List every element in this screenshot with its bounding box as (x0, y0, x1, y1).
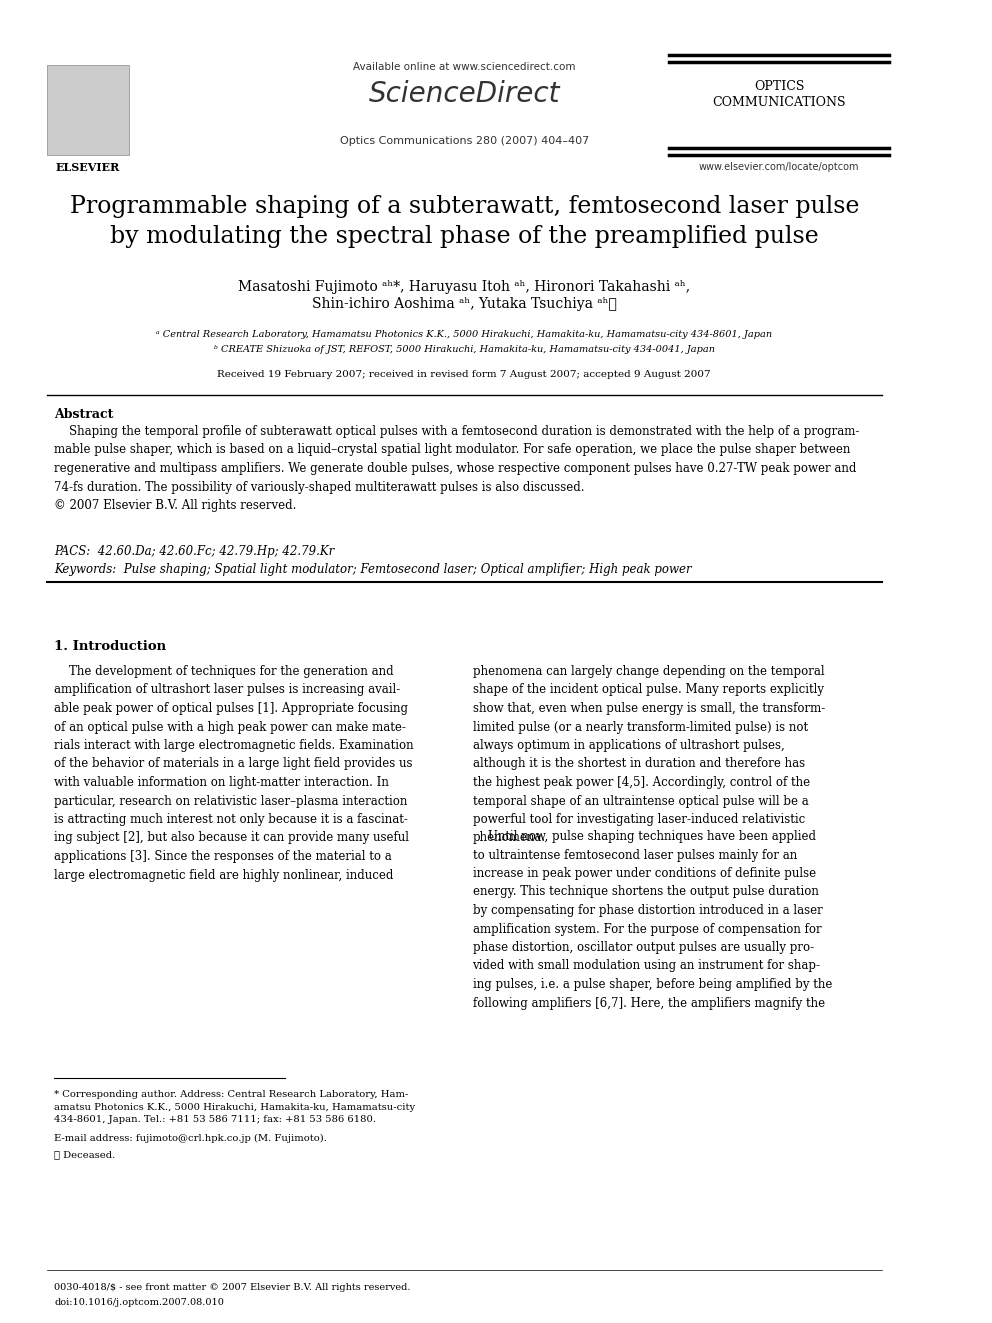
Text: Available online at www.sciencedirect.com: Available online at www.sciencedirect.co… (353, 62, 575, 71)
Text: PACS:  42.60.Da; 42.60.Fc; 42.79.Hp; 42.79.Kr: PACS: 42.60.Da; 42.60.Fc; 42.79.Hp; 42.7… (55, 545, 334, 558)
Text: * Corresponding author. Address: Central Research Laboratory, Ham-
amatsu Photon: * Corresponding author. Address: Central… (55, 1090, 416, 1125)
Text: ᵃ Central Research Laboratory, Hamamatsu Photonics K.K., 5000 Hirakuchi, Hamakit: ᵃ Central Research Laboratory, Hamamatsu… (156, 329, 773, 339)
Text: Masatoshi Fujimoto ᵃʰ*, Haruyasu Itoh ᵃʰ, Hironori Takahashi ᵃʰ,: Masatoshi Fujimoto ᵃʰ*, Haruyasu Itoh ᵃʰ… (238, 280, 690, 294)
Text: Keywords:  Pulse shaping; Spatial light modulator; Femtosecond laser; Optical am: Keywords: Pulse shaping; Spatial light m… (55, 564, 691, 576)
Text: Shaping the temporal profile of subterawatt optical pulses with a femtosecond du: Shaping the temporal profile of subteraw… (55, 425, 860, 512)
Text: Shin-ichiro Aoshima ᵃʰ, Yutaka Tsuchiya ᵃʰ✱: Shin-ichiro Aoshima ᵃʰ, Yutaka Tsuchiya … (311, 296, 617, 311)
Text: COMMUNICATIONS: COMMUNICATIONS (712, 97, 846, 108)
Text: doi:10.1016/j.optcom.2007.08.010: doi:10.1016/j.optcom.2007.08.010 (55, 1298, 224, 1307)
Text: Until now, pulse shaping techniques have been applied
to ultraintense femtosecon: Until now, pulse shaping techniques have… (472, 830, 832, 1009)
Text: www.elsevier.com/locate/optcom: www.elsevier.com/locate/optcom (699, 161, 859, 172)
Text: ✱ Deceased.: ✱ Deceased. (55, 1150, 115, 1159)
Text: Received 19 February 2007; received in revised form 7 August 2007; accepted 9 Au: Received 19 February 2007; received in r… (217, 370, 711, 378)
Text: ᵇ CREATE Shizuoka of JST, REFOST, 5000 Hirakuchi, Hamakita-ku, Hamamatsu-city 43: ᵇ CREATE Shizuoka of JST, REFOST, 5000 H… (214, 345, 715, 355)
Text: phenomena can largely change depending on the temporal
shape of the incident opt: phenomena can largely change depending o… (472, 665, 824, 844)
Text: OPTICS: OPTICS (754, 79, 805, 93)
Text: Programmable shaping of a subterawatt, femtosecond laser pulse
by modulating the: Programmable shaping of a subterawatt, f… (69, 194, 859, 249)
Text: ScienceDirect: ScienceDirect (369, 79, 560, 108)
Text: ELSEVIER: ELSEVIER (56, 161, 120, 173)
Text: The development of techniques for the generation and
amplification of ultrashort: The development of techniques for the ge… (55, 665, 414, 881)
Text: E-mail address: fujimoto@crl.hpk.co.jp (M. Fujimoto).: E-mail address: fujimoto@crl.hpk.co.jp (… (55, 1134, 327, 1143)
Text: 0030-4018/$ - see front matter © 2007 Elsevier B.V. All rights reserved.: 0030-4018/$ - see front matter © 2007 El… (55, 1283, 411, 1293)
Bar (47, 65, 129, 155)
Text: 1. Introduction: 1. Introduction (55, 640, 167, 654)
Text: Abstract: Abstract (55, 407, 114, 421)
Text: Optics Communications 280 (2007) 404–407: Optics Communications 280 (2007) 404–407 (339, 136, 589, 146)
